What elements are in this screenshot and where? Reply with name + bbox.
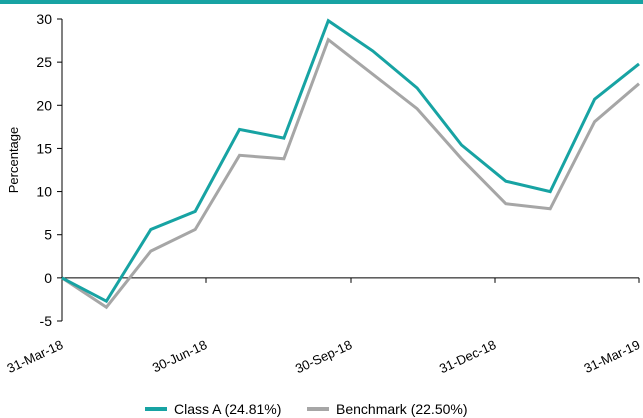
legend: Class A (24.81%) Benchmark (22.50%) <box>145 401 468 417</box>
x-tick-label: 31-Mar-19 <box>582 337 643 376</box>
y-tick-label: 5 <box>44 227 52 243</box>
x-tick-label: 31-Mar-18 <box>5 337 66 376</box>
legend-label-class-a: Class A (24.81%) <box>174 401 281 417</box>
series-lines <box>61 18 640 310</box>
y-axis-ticks: 30 25 20 15 10 5 0 -5 <box>36 11 62 329</box>
x-tick-label: 30-Jun-18 <box>150 337 209 375</box>
y-tick-label: -5 <box>40 313 53 329</box>
legend-label-benchmark: Benchmark (22.50%) <box>336 401 468 417</box>
y-tick-label: 30 <box>36 11 52 27</box>
series-line-class-a <box>61 18 640 304</box>
y-tick-label: 10 <box>36 184 52 200</box>
x-tick-label: 30-Sep-18 <box>293 337 354 376</box>
y-tick-label: 20 <box>36 97 52 113</box>
y-tick-label: 15 <box>36 140 52 156</box>
x-tick-label: 31-Dec-18 <box>437 337 498 376</box>
axes <box>61 19 639 321</box>
y-tick-label: 25 <box>36 54 52 70</box>
y-tick-label: 0 <box>44 270 52 286</box>
x-axis-ticks: 31-Mar-18 30-Jun-18 30-Sep-18 31-Dec-18 31-M… <box>5 277 643 376</box>
series-line-benchmark <box>61 37 640 310</box>
y-axis-title: Percentage <box>6 127 21 194</box>
